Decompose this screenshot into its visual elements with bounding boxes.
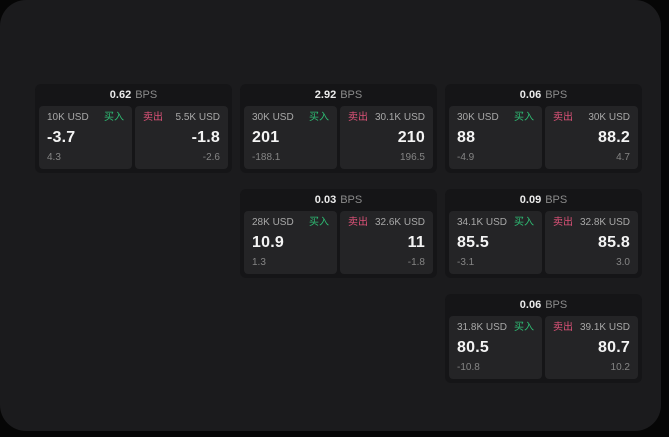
sell-price: 85.8 bbox=[598, 234, 630, 251]
sell-delta: 10.2 bbox=[610, 362, 630, 373]
buy-price: 201 bbox=[252, 129, 280, 146]
sell-label: 卖出 bbox=[553, 322, 573, 333]
sell-panel[interactable]: 卖出 30K USD 88.2 4.7 bbox=[545, 106, 638, 169]
buy-panel[interactable]: 31.8K USD 买入 80.5 -10.8 bbox=[449, 316, 542, 379]
sell-delta: 196.5 bbox=[399, 152, 425, 163]
buy-amount: 30K USD bbox=[252, 112, 294, 123]
buy-price: 10.9 bbox=[252, 234, 284, 251]
sell-amount: 32.8K USD bbox=[579, 217, 630, 228]
buy-price: 85.5 bbox=[457, 234, 489, 251]
buy-price: 80.5 bbox=[457, 339, 489, 356]
spread-header: 0.03 BPS bbox=[244, 189, 433, 211]
buy-amount: 34.1K USD bbox=[457, 217, 508, 228]
buy-label: 买入 bbox=[104, 112, 124, 123]
sell-price: 80.7 bbox=[598, 339, 630, 356]
quote-card: 0.03 BPS 28K USD 买入 10.9 1.3 卖出 32.6K US… bbox=[240, 189, 437, 278]
sell-panel[interactable]: 卖出 39.1K USD 80.7 10.2 bbox=[545, 316, 638, 379]
quote-card: 2.92 BPS 30K USD 买入 201 -188.1 卖出 30.1K … bbox=[240, 84, 437, 173]
app-window: 0.62 BPS 10K USD 买入 -3.7 4.3 卖出 5.5K USD bbox=[0, 0, 661, 431]
buy-label: 买入 bbox=[309, 112, 329, 123]
sell-panel[interactable]: 卖出 30.1K USD 210 196.5 bbox=[340, 106, 433, 169]
sell-price: 210 bbox=[397, 129, 425, 146]
spread-unit: BPS bbox=[340, 88, 363, 101]
buy-delta: 4.3 bbox=[47, 152, 61, 163]
buy-price: 88 bbox=[457, 129, 476, 146]
buy-label: 买入 bbox=[514, 112, 534, 123]
buy-price: -3.7 bbox=[47, 129, 76, 146]
buy-panel[interactable]: 10K USD 买入 -3.7 4.3 bbox=[39, 106, 132, 169]
sell-panel[interactable]: 卖出 32.8K USD 85.8 3.0 bbox=[545, 211, 638, 274]
buy-label: 买入 bbox=[514, 322, 534, 333]
sell-label: 卖出 bbox=[348, 112, 368, 123]
sell-label: 卖出 bbox=[553, 217, 573, 228]
buy-delta: -4.9 bbox=[457, 152, 475, 163]
spread-header: 2.92 BPS bbox=[244, 84, 433, 106]
buy-amount: 10K USD bbox=[47, 112, 89, 123]
quote-card: 0.09 BPS 34.1K USD 买入 85.5 -3.1 卖出 32.8K… bbox=[445, 189, 642, 278]
sell-label: 卖出 bbox=[143, 112, 163, 123]
sell-panel[interactable]: 卖出 5.5K USD -1.8 -2.6 bbox=[135, 106, 228, 169]
spread-header: 0.06 BPS bbox=[449, 294, 638, 316]
spread-value: 0.62 bbox=[109, 88, 132, 101]
buy-panel[interactable]: 34.1K USD 买入 85.5 -3.1 bbox=[449, 211, 542, 274]
spread-header: 0.06 BPS bbox=[449, 84, 638, 106]
sell-price: 11 bbox=[407, 234, 425, 251]
spread-value: 0.03 bbox=[314, 193, 337, 206]
spread-unit: BPS bbox=[545, 298, 568, 311]
sell-amount: 30.1K USD bbox=[374, 112, 425, 123]
spread-unit: BPS bbox=[340, 193, 363, 206]
sell-delta: -2.6 bbox=[202, 152, 220, 163]
buy-amount: 28K USD bbox=[252, 217, 294, 228]
sell-label: 卖出 bbox=[348, 217, 368, 228]
quote-card: 0.62 BPS 10K USD 买入 -3.7 4.3 卖出 5.5K USD bbox=[35, 84, 232, 173]
spread-value: 0.06 bbox=[519, 88, 542, 101]
quote-card: 0.06 BPS 31.8K USD 买入 80.5 -10.8 卖出 39.1… bbox=[445, 294, 642, 383]
buy-panel[interactable]: 28K USD 买入 10.9 1.3 bbox=[244, 211, 337, 274]
spread-value: 2.92 bbox=[314, 88, 337, 101]
buy-delta: 1.3 bbox=[252, 257, 266, 268]
sell-amount: 5.5K USD bbox=[175, 112, 220, 123]
buy-amount: 30K USD bbox=[457, 112, 499, 123]
buy-delta: -188.1 bbox=[252, 152, 281, 163]
sell-amount: 39.1K USD bbox=[579, 322, 630, 333]
buy-panel[interactable]: 30K USD 买入 201 -188.1 bbox=[244, 106, 337, 169]
sell-delta: -1.8 bbox=[407, 257, 425, 268]
sell-amount: 30K USD bbox=[588, 112, 630, 123]
sell-delta: 3.0 bbox=[616, 257, 630, 268]
sell-price: -1.8 bbox=[191, 129, 220, 146]
buy-delta: -10.8 bbox=[457, 362, 480, 373]
spread-unit: BPS bbox=[545, 88, 568, 101]
sell-price: 88.2 bbox=[598, 129, 630, 146]
quote-card: 0.06 BPS 30K USD 买入 88 -4.9 卖出 30K USD bbox=[445, 84, 642, 173]
buy-panel[interactable]: 30K USD 买入 88 -4.9 bbox=[449, 106, 542, 169]
spread-unit: BPS bbox=[545, 193, 568, 206]
sell-label: 卖出 bbox=[553, 112, 573, 123]
buy-amount: 31.8K USD bbox=[457, 322, 508, 333]
buy-label: 买入 bbox=[514, 217, 534, 228]
spread-value: 0.06 bbox=[519, 298, 542, 311]
spread-value: 0.09 bbox=[519, 193, 542, 206]
spread-header: 0.62 BPS bbox=[39, 84, 228, 106]
spread-unit: BPS bbox=[135, 88, 158, 101]
buy-label: 买入 bbox=[309, 217, 329, 228]
sell-panel[interactable]: 卖出 32.6K USD 11 -1.8 bbox=[340, 211, 433, 274]
sell-delta: 4.7 bbox=[616, 152, 630, 163]
quote-cards-grid: 0.62 BPS 10K USD 买入 -3.7 4.3 卖出 5.5K USD bbox=[35, 84, 642, 383]
buy-delta: -3.1 bbox=[457, 257, 475, 268]
sell-amount: 32.6K USD bbox=[374, 217, 425, 228]
spread-header: 0.09 BPS bbox=[449, 189, 638, 211]
